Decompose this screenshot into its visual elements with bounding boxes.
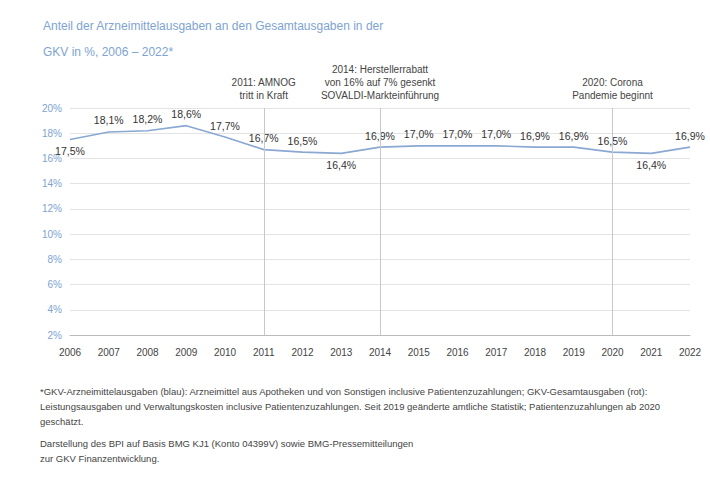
svg-text:von 16% auf 7% gesenkt: von 16% auf 7% gesenkt [325,77,436,88]
svg-text:tritt in Kraft: tritt in Kraft [240,90,289,101]
svg-text:18,2%: 18,2% [133,113,163,125]
svg-text:Pandemie beginnt: Pandemie beginnt [572,90,653,101]
svg-text:2010: 2010 [214,347,237,358]
svg-text:2014: Herstellerrabatt: 2014: Herstellerrabatt [332,64,428,75]
svg-text:16,9%: 16,9% [520,130,550,142]
svg-text:16,9%: 16,9% [675,130,705,142]
svg-text:17,0%: 17,0% [443,128,473,140]
svg-text:2018: 2018 [524,347,547,358]
svg-text:20%: 20% [42,103,62,114]
svg-text:10%: 10% [42,229,62,240]
svg-text:14%: 14% [42,178,62,189]
svg-text:6%: 6% [48,279,63,290]
svg-text:17,5%: 17,5% [55,145,85,157]
svg-text:GKV in %, 2006 – 2022*: GKV in %, 2006 – 2022* [43,45,173,59]
svg-text:18,6%: 18,6% [171,108,201,120]
svg-text:16,9%: 16,9% [559,130,589,142]
svg-text:2017: 2017 [485,347,508,358]
svg-text:*GKV-Arzneimittelausgaben (bla: *GKV-Arzneimittelausgaben (blau): Arznei… [40,386,650,397]
svg-text:2008: 2008 [136,347,159,358]
svg-text:8%: 8% [48,254,63,265]
svg-text:2016: 2016 [446,347,469,358]
svg-text:2013: 2013 [330,347,353,358]
svg-text:2012: 2012 [291,347,314,358]
svg-text:2009: 2009 [175,347,198,358]
svg-text:2015: 2015 [408,347,431,358]
svg-text:Leistungsausgaben und Verwaltu: Leistungsausgaben und Verwaltungskosten … [40,401,663,412]
svg-text:2007: 2007 [98,347,121,358]
svg-text:zur GKV Finanzentwicklung.: zur GKV Finanzentwicklung. [40,453,159,464]
svg-text:16%: 16% [42,152,62,164]
svg-text:17,0%: 17,0% [481,128,511,140]
svg-text:2020: Corona: 2020: Corona [582,77,643,88]
svg-text:2021: 2021 [640,347,663,358]
svg-text:18%: 18% [42,128,62,139]
svg-text:Anteil der Arzneimittelausgabe: Anteil der Arzneimittelausgaben an den G… [43,19,383,33]
svg-text:SOVALDI-Markteinführung: SOVALDI-Markteinführung [321,90,439,101]
svg-text:2011: 2011 [253,347,275,358]
svg-text:Darstellung des BPI auf Basis: Darstellung des BPI auf Basis BMG KJ1 (K… [40,438,413,449]
svg-text:2020: 2020 [601,347,624,358]
svg-text:2019: 2019 [563,347,586,358]
svg-text:18,1%: 18,1% [94,114,124,126]
svg-text:2014: 2014 [369,347,392,358]
svg-text:17,0%: 17,0% [404,128,434,140]
svg-text:16,4%: 16,4% [636,159,666,171]
svg-text:16,4%: 16,4% [326,159,356,171]
svg-text:16,7%: 16,7% [249,132,279,144]
svg-text:geschätzt.: geschätzt. [40,416,83,427]
svg-text:2022: 2022 [679,347,702,358]
svg-text:2011: AMNOG: 2011: AMNOG [232,77,297,88]
svg-text:2%: 2% [48,330,63,341]
svg-text:16,5%: 16,5% [288,135,318,147]
svg-text:17,7%: 17,7% [210,120,240,132]
svg-text:16,5%: 16,5% [597,134,628,147]
svg-text:4%: 4% [48,304,63,315]
svg-text:16,9%: 16,9% [365,129,395,142]
svg-text:12%: 12% [42,203,62,214]
svg-text:2006: 2006 [59,347,82,358]
